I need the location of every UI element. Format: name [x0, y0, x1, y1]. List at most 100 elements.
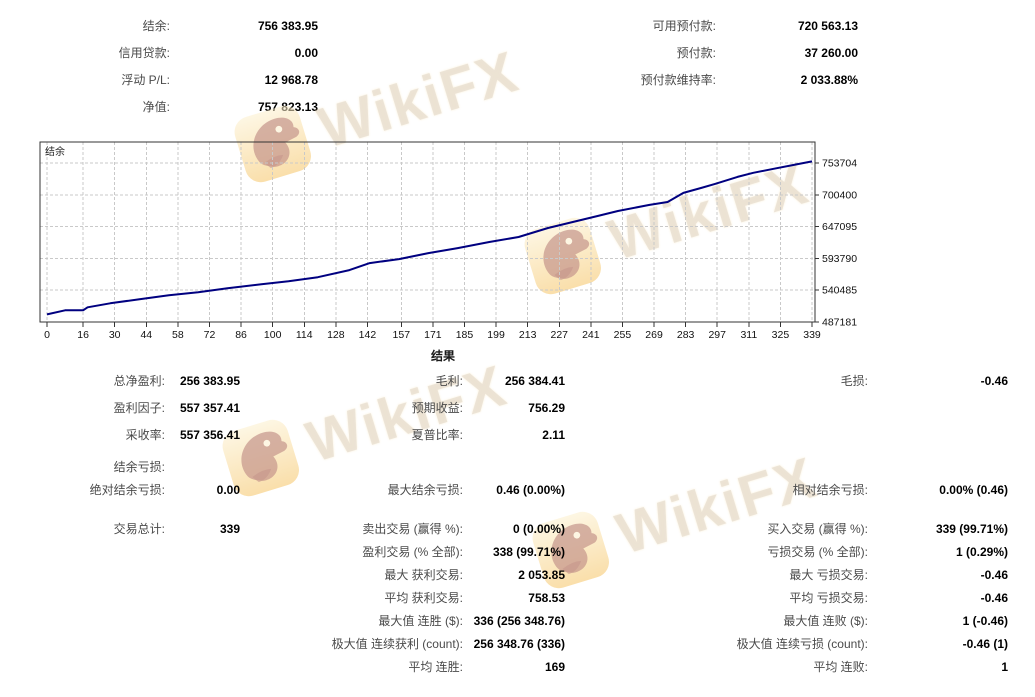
- summary-row-credit: 信用贷款: 0.00: [0, 39, 318, 66]
- x-tick-label: 142: [359, 329, 377, 341]
- results-row: 绝对结余亏损: 0.00 最大结余亏损: 0.46 (0.00%) 相对结余亏损…: [0, 478, 1035, 501]
- x-tick-label: 311: [740, 329, 757, 341]
- credit-label: 信用贷款:: [118, 46, 170, 60]
- x-tick-label: 199: [487, 329, 505, 341]
- stat-label: 绝对结余亏损:: [89, 483, 165, 497]
- stat-value: 169: [544, 659, 565, 674]
- stat-value: 2 053.85: [518, 567, 565, 582]
- y-tick-label: 647095: [822, 221, 857, 233]
- stat-value: 0.46 (0.00%): [496, 482, 565, 497]
- x-tick-label: 283: [677, 329, 695, 341]
- stat-value: 338 (99.71%): [492, 544, 565, 559]
- balance-line: [46, 160, 813, 316]
- x-tick-label: 227: [550, 329, 568, 341]
- margin-level-value: 2 033.88%: [800, 72, 858, 87]
- stat-label: 最大值 连胜 ($):: [378, 614, 463, 628]
- stat-value: 256 348.76 (336): [473, 636, 565, 651]
- stat-value: 1 (-0.46): [962, 613, 1008, 628]
- summary-row-equity: 净值: 757 823.13: [0, 93, 318, 120]
- stat-value: 0.00: [216, 482, 240, 497]
- x-tick-label: 16: [77, 329, 89, 341]
- account-summary-left: 结余: 756 383.95 信用贷款: 0.00 浮动 P/L: 12 968…: [0, 12, 318, 120]
- stat-label: 总净盈利:: [113, 374, 165, 388]
- y-tick-label: 753704: [822, 158, 857, 170]
- balance-value: 756 383.95: [257, 18, 318, 33]
- x-tick-label: 339: [803, 329, 821, 341]
- results-row: 极大值 连续获利 (count): 256 348.76 (336) 极大值 连…: [0, 632, 1035, 655]
- margin-level-label: 预付款维持率:: [640, 73, 716, 87]
- x-tick-label: 157: [393, 329, 411, 341]
- stat-label: 平均 亏损交易:: [789, 591, 868, 605]
- floating-pl-label: 浮动 P/L:: [121, 73, 170, 87]
- x-tick-label: 72: [204, 329, 216, 341]
- x-tick-label: 100: [264, 329, 282, 341]
- summary-row-margin: 预付款: 37 260.00: [540, 39, 858, 66]
- balance-label: 结余:: [142, 19, 170, 33]
- stat-label: 平均 连败:: [813, 660, 868, 674]
- stat-value: 557 356.41: [179, 427, 240, 442]
- y-tick-label: 540485: [822, 285, 857, 297]
- x-tick-label: 58: [172, 329, 184, 341]
- x-tick-label: 241: [582, 329, 600, 341]
- stat-label: 盈利因子:: [113, 401, 165, 415]
- stat-value: 256 384.41: [504, 373, 565, 388]
- stat-label: 平均 获利交易:: [384, 591, 463, 605]
- stat-label: 毛损:: [840, 374, 868, 388]
- results-row: 平均 获利交易: 758.53 平均 亏损交易: -0.46: [0, 586, 1035, 609]
- stat-label: 结余亏损:: [113, 460, 165, 474]
- stat-label: 盈利交易 (% 全部):: [362, 545, 463, 559]
- stat-value: 256 383.95: [179, 373, 240, 388]
- stat-value: -0.46: [980, 590, 1008, 605]
- account-summary-right: 可用预付款: 720 563.13 预付款: 37 260.00 预付款维持率:…: [540, 12, 858, 93]
- results-row: 盈利交易 (% 全部): 338 (99.71%) 亏损交易 (% 全部): 1…: [0, 540, 1035, 563]
- x-tick-label: 255: [614, 329, 632, 341]
- x-tick-label: 297: [708, 329, 726, 341]
- summary-row-floating-pl: 浮动 P/L: 12 968.78: [0, 66, 318, 93]
- stat-value: 0.00% (0.46): [939, 482, 1008, 497]
- results-section: 结果 总净盈利: 256 383.95 毛利: 256 384.41 毛损: -…: [0, 346, 1035, 678]
- stat-label: 卖出交易 (赢得 %):: [362, 522, 463, 536]
- stat-value: 758.53: [528, 590, 565, 605]
- chart-border: [39, 141, 816, 323]
- stat-value: 0 (0.00%): [512, 521, 565, 536]
- stat-label: 亏损交易 (% 全部):: [767, 545, 868, 559]
- stat-label: 最大 获利交易:: [384, 568, 463, 582]
- stat-label: 极大值 连续亏损 (count):: [736, 637, 868, 651]
- summary-row-free-margin: 可用预付款: 720 563.13: [540, 12, 858, 39]
- x-tick-label: 213: [519, 329, 537, 341]
- stat-label: 最大结余亏损:: [387, 483, 463, 497]
- summary-row-margin-level: 预付款维持率: 2 033.88%: [540, 66, 858, 93]
- x-tick-label: 86: [235, 329, 247, 341]
- x-tick-label: 325: [772, 329, 790, 341]
- results-row: 最大值 连胜 ($): 336 (256 348.76) 最大值 连败 ($):…: [0, 609, 1035, 632]
- x-tick-label: 0: [44, 329, 50, 341]
- y-tick-label: 487181: [822, 317, 857, 329]
- stat-label: 毛利:: [435, 374, 463, 388]
- y-tick-label: 593790: [822, 253, 857, 265]
- y-tick-label: 700400: [822, 189, 857, 201]
- floating-pl-value: 12 968.78: [264, 72, 318, 87]
- results-row: 交易总计: 339 卖出交易 (赢得 %): 0 (0.00%) 买入交易 (赢…: [0, 517, 1035, 540]
- stat-value: -0.46 (1): [962, 636, 1008, 651]
- results-title: 结果: [430, 349, 455, 363]
- x-tick-label: 30: [109, 329, 121, 341]
- equity-curve-chart: 0 16 30 44 58 72 86 100 114 128 142 157 171 185 199 213…: [39, 141, 857, 341]
- stat-label: 交易总计:: [113, 522, 165, 536]
- stat-label: 买入交易 (赢得 %):: [767, 522, 868, 536]
- results-row: 盈利因子: 557 357.41 预期收益: 756.29: [0, 394, 1035, 421]
- stat-value: 756.29: [528, 400, 565, 415]
- stat-value: 336 (256 348.76): [473, 613, 565, 628]
- margin-label: 预付款:: [676, 46, 716, 60]
- x-tick-label: 128: [327, 329, 345, 341]
- stat-label: 预期收益:: [411, 401, 463, 415]
- equity-value: 757 823.13: [257, 99, 318, 114]
- stat-value: -0.46: [980, 567, 1008, 582]
- results-row: 采收率: 557 356.41 夏普比率: 2.11: [0, 421, 1035, 448]
- summary-row-balance: 结余: 756 383.95: [0, 12, 318, 39]
- credit-value: 0.00: [294, 45, 318, 60]
- results-row: 平均 连胜: 169 平均 连败: 1: [0, 655, 1035, 678]
- margin-value: 37 260.00: [804, 45, 858, 60]
- results-row: 结余亏损:: [0, 455, 1035, 478]
- stat-value: 557 357.41: [179, 400, 240, 415]
